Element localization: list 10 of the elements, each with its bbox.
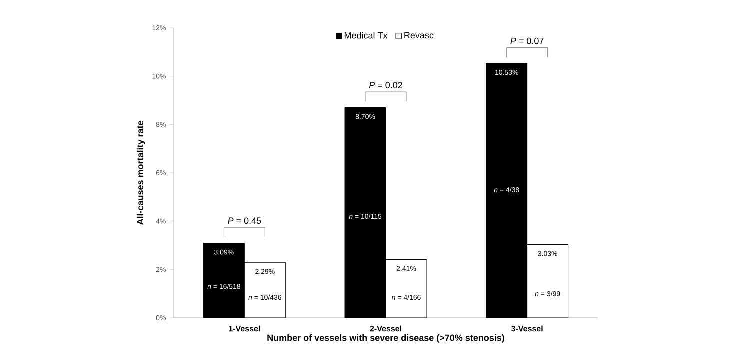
x-axis-title: Number of vessels with severe disease (>70% stenosis) [268, 334, 504, 343]
annotation: P = 0.07 [510, 38, 544, 44]
x-tick-label: 2-Vessel [370, 326, 402, 332]
legend-label: Revasc [404, 32, 434, 39]
x-tick-label: 1-Vessel [229, 326, 260, 332]
annotation: P = 0.45 [228, 218, 262, 224]
y-axis-title: All-causes mortality rate [136, 121, 146, 226]
annotation: P = 0.02 [369, 82, 402, 88]
x-tick-label: 3-Vessel [512, 326, 543, 332]
legend-label: Medical Tx [344, 32, 388, 39]
